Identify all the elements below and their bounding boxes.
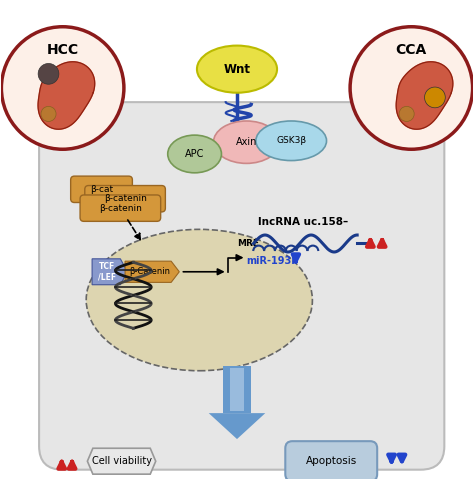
Circle shape [425, 87, 445, 108]
Text: APC: APC [185, 149, 204, 159]
Polygon shape [125, 261, 179, 282]
Polygon shape [87, 448, 156, 474]
FancyBboxPatch shape [285, 441, 377, 481]
Polygon shape [38, 62, 95, 129]
Text: Apoptosis: Apoptosis [306, 456, 357, 466]
Ellipse shape [256, 121, 327, 161]
Ellipse shape [213, 121, 279, 164]
Text: CCA: CCA [396, 43, 427, 57]
Ellipse shape [168, 135, 221, 173]
Text: β-Catenin: β-Catenin [129, 267, 170, 276]
Circle shape [41, 106, 56, 121]
Text: β-cat: β-cat [90, 185, 113, 194]
Text: MRE: MRE [237, 239, 259, 248]
Text: β-catenin: β-catenin [104, 194, 146, 203]
Polygon shape [209, 413, 265, 439]
FancyBboxPatch shape [85, 186, 165, 212]
Text: Cell viability: Cell viability [91, 456, 152, 466]
Ellipse shape [197, 46, 277, 93]
Text: TCF
/LEF: TCF /LEF [98, 262, 117, 281]
Circle shape [230, 79, 244, 92]
Text: Wnt: Wnt [224, 63, 250, 75]
Text: miR-193b: miR-193b [246, 257, 299, 266]
Circle shape [399, 106, 414, 121]
Text: Axin: Axin [236, 137, 257, 147]
Text: GSK3β: GSK3β [276, 136, 306, 145]
Text: HCC: HCC [46, 43, 79, 57]
FancyBboxPatch shape [80, 195, 161, 222]
FancyBboxPatch shape [39, 102, 444, 469]
Polygon shape [92, 259, 128, 285]
Circle shape [350, 27, 473, 149]
Circle shape [1, 27, 124, 149]
FancyBboxPatch shape [223, 366, 251, 413]
Circle shape [38, 63, 59, 84]
Polygon shape [396, 62, 453, 129]
FancyBboxPatch shape [230, 368, 244, 411]
Ellipse shape [86, 229, 312, 371]
Text: lncRNA uc.158–: lncRNA uc.158– [258, 217, 348, 227]
Text: β-catenin: β-catenin [99, 204, 142, 213]
FancyBboxPatch shape [71, 176, 132, 203]
